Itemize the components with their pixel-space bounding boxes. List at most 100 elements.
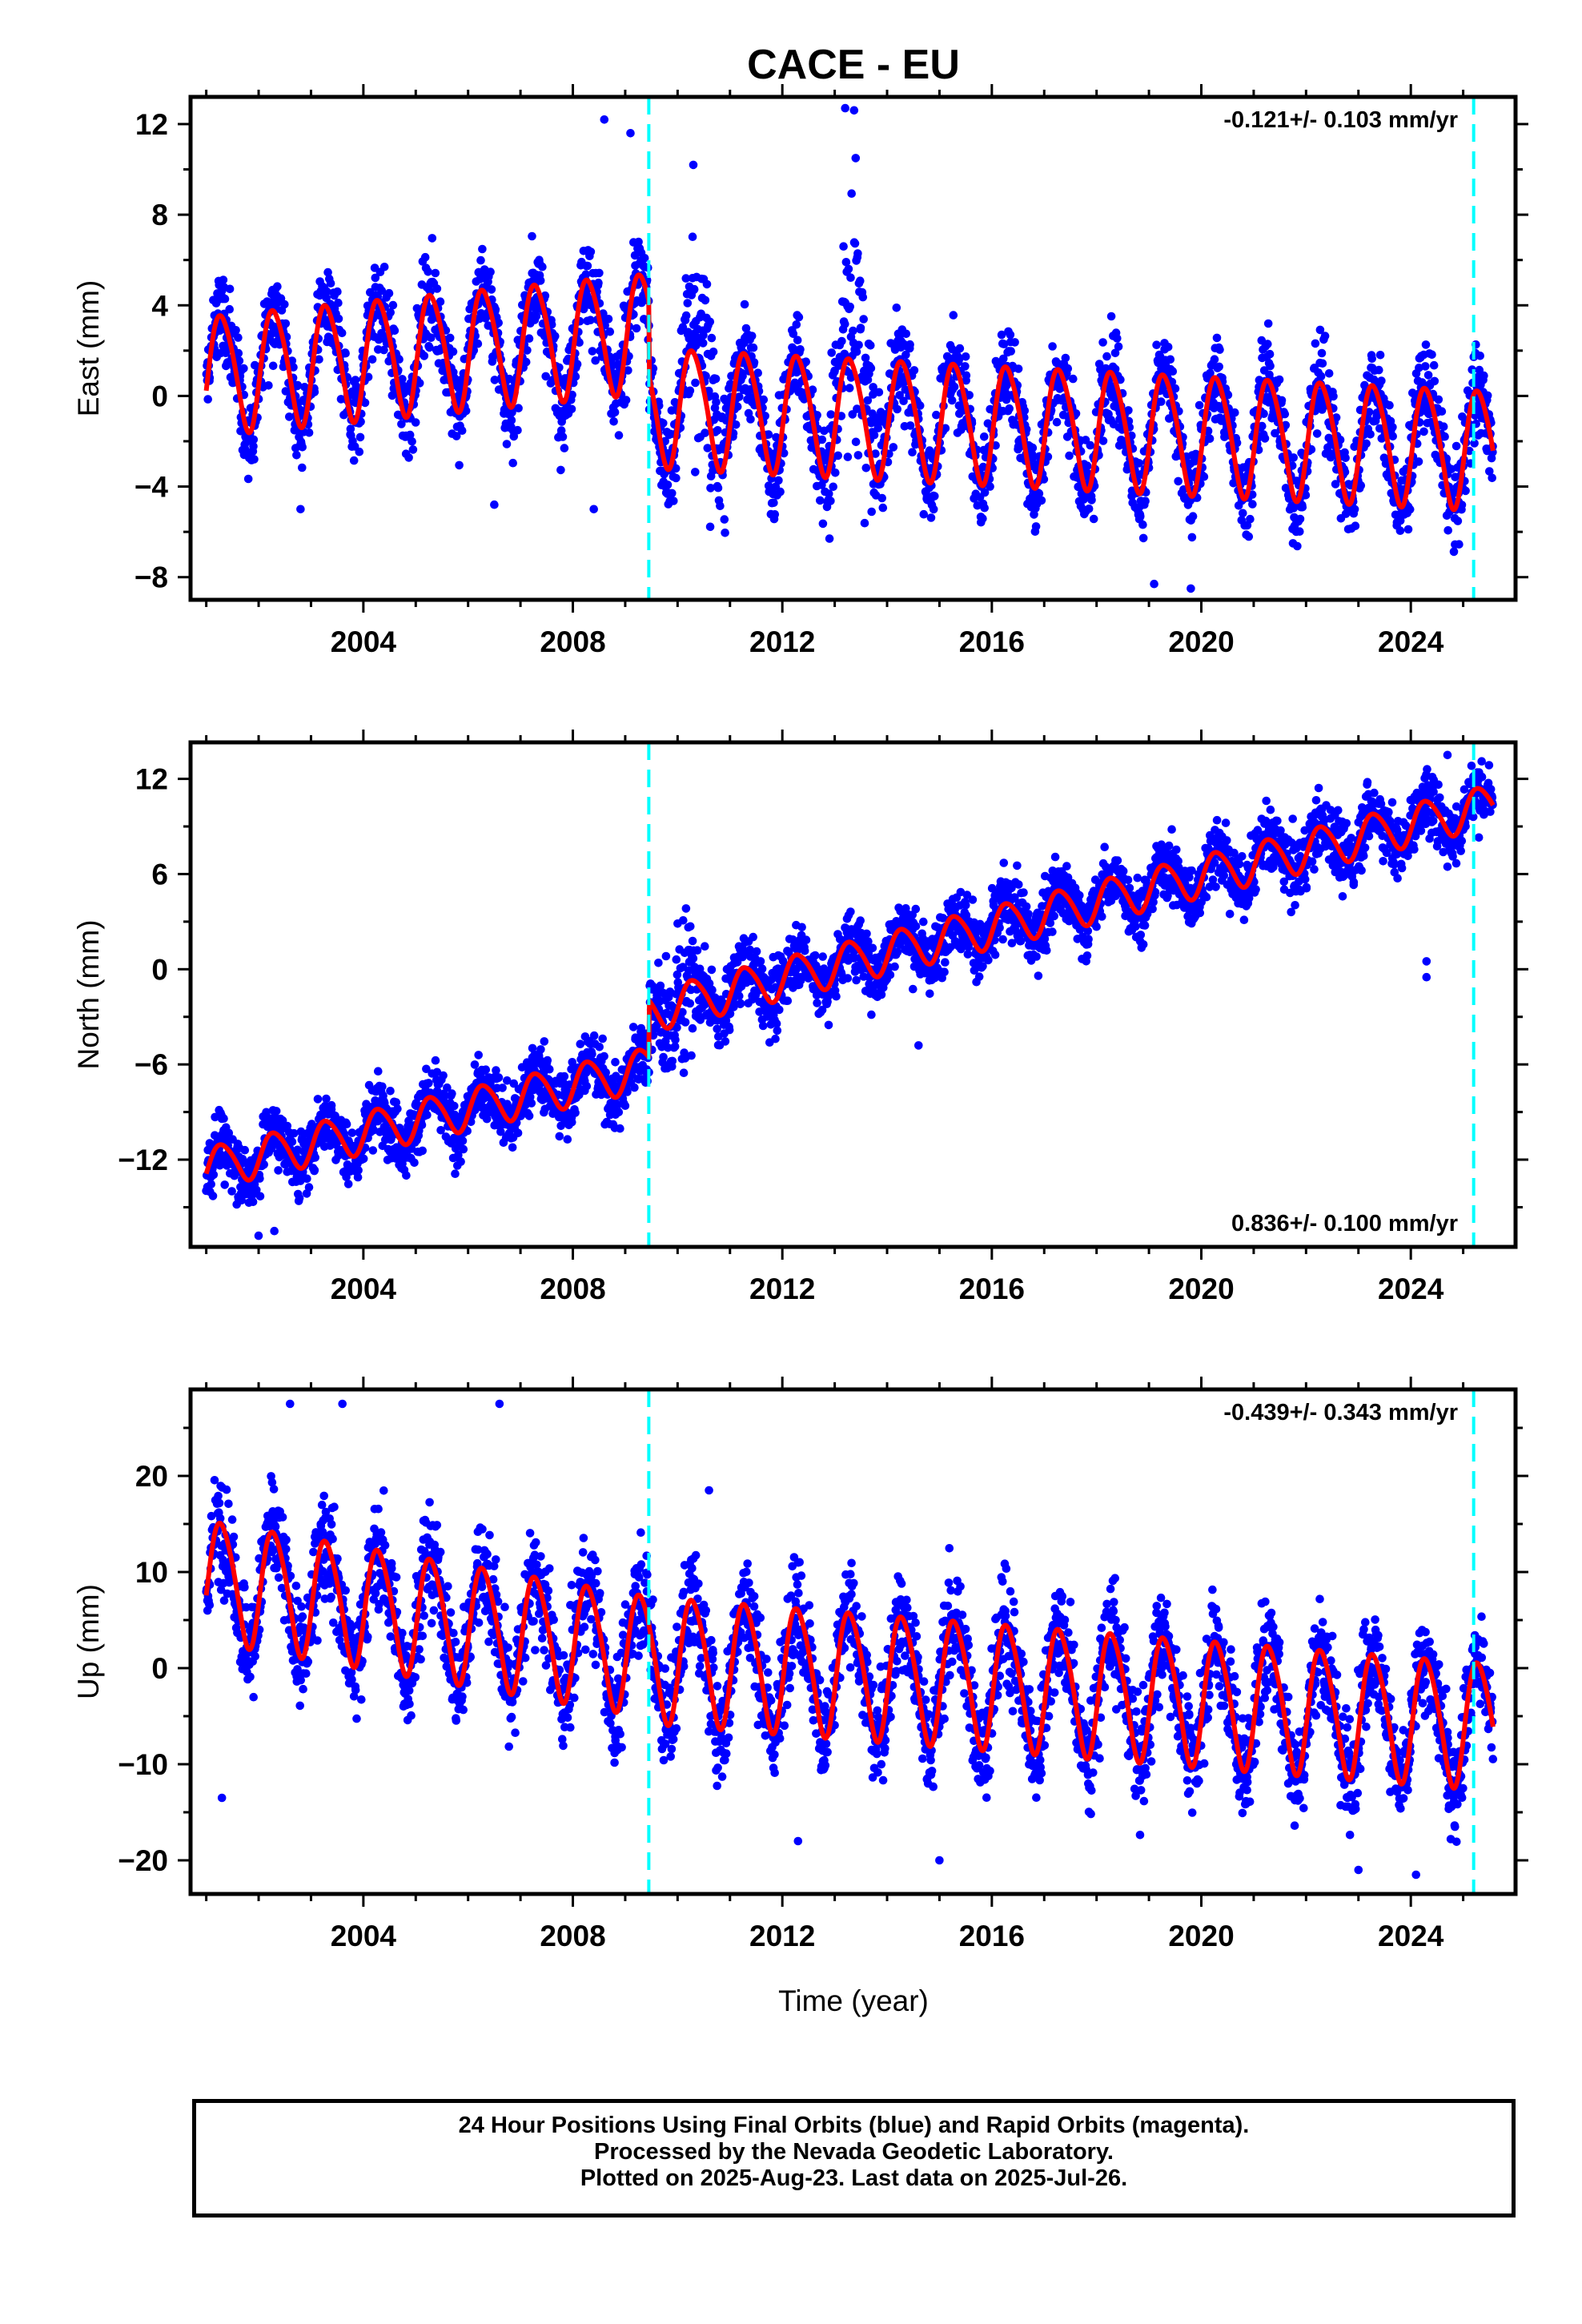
data-point	[624, 366, 632, 375]
data-point	[853, 249, 862, 258]
data-point	[738, 372, 747, 380]
data-point	[594, 278, 603, 287]
data-point	[611, 1058, 620, 1067]
data-point	[326, 279, 335, 288]
data-point	[298, 463, 307, 472]
data-point	[733, 402, 742, 412]
data-point	[568, 390, 576, 400]
x-tick-label: 2020	[1168, 625, 1234, 658]
data-point	[869, 430, 879, 440]
data-point	[1205, 434, 1215, 444]
data-point	[997, 330, 1006, 340]
data-point	[752, 947, 761, 956]
data-point	[689, 284, 699, 294]
data-point	[725, 1025, 734, 1035]
data-point	[304, 1183, 314, 1192]
data-point	[656, 981, 665, 991]
data-point	[476, 255, 485, 265]
data-point	[346, 424, 355, 433]
data-point	[250, 455, 259, 464]
data-point	[296, 505, 305, 514]
data-point	[1356, 480, 1366, 490]
data-point	[1124, 406, 1133, 415]
data-point	[701, 942, 709, 951]
data-point	[841, 320, 849, 328]
data-point	[701, 428, 709, 437]
data-point	[1138, 533, 1148, 543]
data-point	[1277, 396, 1287, 405]
east-rate-label: -0.121+/- 0.103 mm/yr	[1223, 107, 1458, 133]
data-point	[255, 1174, 264, 1183]
data-point	[671, 464, 681, 473]
data-point	[1423, 371, 1433, 380]
data-point	[1006, 330, 1015, 340]
data-point	[1210, 355, 1219, 364]
data-point	[371, 273, 380, 283]
data-point	[1280, 409, 1290, 419]
x-tick-label: 2008	[540, 625, 605, 658]
data-point	[1102, 352, 1111, 361]
data-point	[384, 288, 394, 298]
data-point	[423, 1111, 432, 1120]
data-point	[1295, 527, 1304, 536]
data-point	[681, 274, 691, 283]
data-point	[1152, 340, 1161, 350]
data-point	[826, 497, 835, 505]
data-point	[1455, 540, 1464, 549]
data-point	[709, 466, 717, 476]
data-point	[508, 1143, 517, 1152]
data-point	[873, 424, 883, 432]
data-point	[986, 482, 994, 491]
data-point	[826, 410, 836, 419]
data-point	[563, 1135, 572, 1144]
data-point	[1206, 368, 1215, 378]
data-point	[659, 419, 668, 428]
data-point	[334, 314, 343, 324]
data-point	[323, 287, 331, 296]
data-point	[630, 1083, 639, 1092]
data-point	[1375, 351, 1385, 360]
data-point	[756, 957, 765, 966]
data-point	[689, 954, 698, 963]
data-point	[457, 426, 467, 435]
data-point	[398, 375, 407, 384]
data-point	[595, 268, 604, 278]
data-point	[1114, 342, 1123, 352]
data-point	[893, 404, 901, 414]
data-point	[490, 376, 500, 384]
data-point	[1020, 406, 1030, 416]
data-point	[432, 284, 442, 293]
data-point	[536, 276, 545, 285]
data-point	[843, 452, 853, 461]
data-point	[1106, 312, 1116, 321]
data-point	[298, 443, 307, 452]
data-point	[1239, 509, 1247, 518]
data-point	[1212, 333, 1222, 343]
data-point	[1388, 432, 1397, 441]
data-point	[1366, 430, 1375, 439]
data-point	[878, 503, 888, 513]
data-point	[576, 1039, 585, 1048]
data-point	[220, 294, 230, 304]
data-point	[833, 451, 842, 460]
data-point	[304, 428, 314, 437]
data-point	[640, 254, 649, 263]
data-point	[1138, 520, 1147, 529]
data-point	[293, 380, 303, 390]
data-point	[831, 468, 840, 477]
data-point	[551, 332, 560, 341]
data-point	[1312, 429, 1322, 438]
data-point	[1350, 505, 1359, 514]
data-point	[470, 1060, 480, 1069]
data-point	[941, 424, 950, 433]
data-point	[311, 1153, 320, 1162]
data-point	[1317, 348, 1327, 358]
data-point	[1311, 339, 1320, 348]
data-point	[691, 378, 700, 388]
data-point	[1437, 407, 1447, 416]
data-point	[591, 356, 600, 365]
data-point	[273, 282, 282, 292]
data-point	[1005, 404, 1014, 413]
data-point	[1440, 432, 1449, 441]
data-point	[1098, 338, 1107, 347]
